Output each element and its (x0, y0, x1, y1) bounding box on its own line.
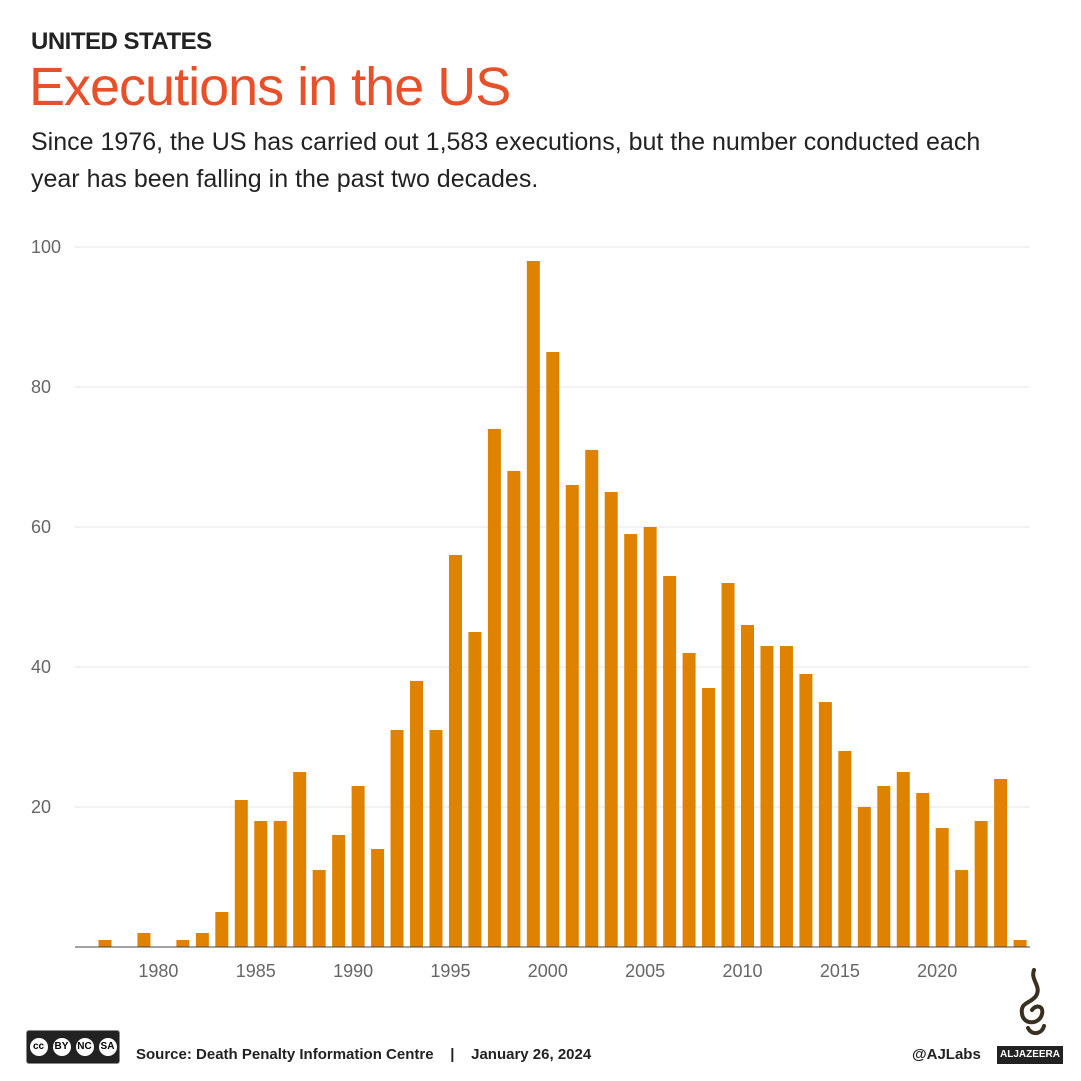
bar-1984 (234, 800, 248, 947)
creative-commons-license-icon: cc BY NC SA (26, 1030, 120, 1064)
x-tick-label: 2015 (820, 961, 860, 981)
by-icon: BY (52, 1038, 71, 1056)
sa-icon: SA (98, 1038, 117, 1056)
date-text: January 26, 2024 (471, 1046, 592, 1063)
bar-1993 (410, 681, 424, 947)
bar-1989 (332, 835, 346, 947)
bar-1990 (351, 786, 365, 947)
bar-2010 (741, 625, 755, 947)
x-tick-label: 1980 (138, 961, 178, 981)
bar-1995 (448, 555, 462, 947)
y-tick-label: 60 (31, 517, 51, 537)
bar-1979 (137, 933, 151, 947)
bar-1982 (195, 933, 209, 947)
nc-icon: NC (75, 1038, 94, 1056)
bar-2006 (663, 576, 677, 947)
bar-2003 (604, 492, 618, 947)
x-tick-label: 1985 (236, 961, 276, 981)
bar-2012 (779, 646, 793, 947)
bar-chart: 20 40 60 80 100 1980 1985 1990 1995 2000 2005 2010 2… (31, 237, 1030, 981)
bar-2001 (565, 485, 579, 947)
bar-1992 (390, 730, 404, 947)
bar-2002 (585, 450, 599, 947)
bar-2020 (935, 828, 949, 947)
bar-1988 (312, 870, 326, 947)
bar-2007 (682, 653, 696, 947)
x-tick-label: 1990 (333, 961, 373, 981)
bar-2023 (994, 779, 1008, 947)
bar-1998 (507, 471, 521, 947)
bar-1981 (176, 940, 190, 947)
separator: | (450, 1046, 455, 1063)
bar-2009 (721, 583, 735, 947)
ajlabs-handle: @AJLabs (912, 1046, 981, 1063)
x-tick-label: 2020 (917, 961, 957, 981)
subtitle: Since 1976, the US has carried out 1,583… (31, 128, 981, 193)
bar-2017 (877, 786, 891, 947)
x-tick-label: 1995 (430, 961, 470, 981)
x-tick-label: 2010 (722, 961, 762, 981)
bar-2015 (838, 751, 852, 947)
bar-2011 (760, 646, 774, 947)
bar-1987 (293, 772, 307, 947)
source-text: Source: Death Penalty Information Centre (136, 1046, 434, 1063)
bar-1991 (371, 849, 385, 947)
bar-2000 (546, 352, 560, 947)
y-tick-label: 40 (31, 657, 51, 677)
bar-1994 (429, 730, 443, 947)
bar-2013 (799, 674, 813, 947)
footer-source: Source: Death Penalty Information Centre… (136, 1046, 591, 1063)
bar-1985 (254, 821, 268, 947)
bar-2019 (916, 793, 930, 947)
bar-2022 (974, 821, 988, 947)
bar-1996 (468, 632, 482, 947)
kicker: UNITED STATES (31, 28, 212, 55)
aljazeera-logo-icon (1019, 968, 1046, 1035)
bar-2005 (643, 527, 657, 947)
bar-1977 (98, 940, 112, 947)
bar-1999 (526, 261, 540, 947)
bar-1983 (215, 912, 229, 947)
y-tick-label: 20 (31, 797, 51, 817)
bar-2004 (624, 534, 638, 947)
aljazeera-wordmark: ALJAZEERA (997, 1046, 1063, 1064)
bar-2021 (955, 870, 969, 947)
x-tick-label: 2005 (625, 961, 665, 981)
bar-2018 (896, 772, 910, 947)
bar-2008 (702, 688, 716, 947)
x-tick-label: 2000 (528, 961, 568, 981)
bar-1986 (273, 821, 287, 947)
bar-1997 (487, 429, 501, 947)
bar-2014 (818, 702, 832, 947)
y-tick-label: 80 (31, 377, 51, 397)
cc-icon: cc (29, 1038, 48, 1056)
y-tick-label: 100 (31, 237, 61, 257)
bar-2024 (1013, 940, 1027, 947)
page-title: Executions in the US (29, 57, 511, 117)
bar-2016 (857, 807, 871, 947)
